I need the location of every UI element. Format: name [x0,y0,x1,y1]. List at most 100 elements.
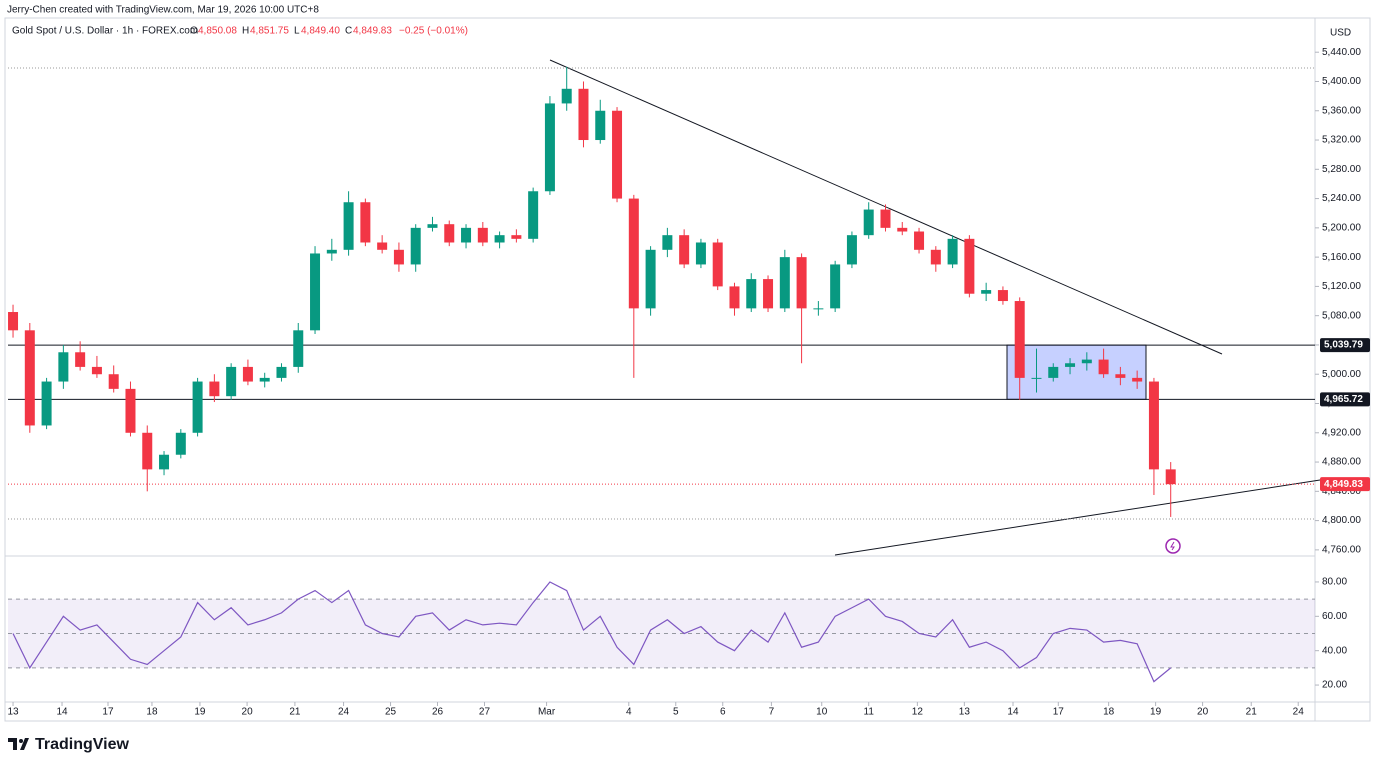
candle-body [259,377,270,382]
candle-body [209,381,220,397]
ohlc-h_label: H [242,26,249,37]
candle-body [175,432,186,455]
candle-body [410,227,421,265]
x-tick-label: 20 [1197,707,1209,718]
y-tick-label: 80.00 [1322,577,1347,588]
candle-body [914,231,925,250]
y-tick-label: 5,280.00 [1322,164,1361,175]
candle-body [377,242,388,250]
candle-body [544,103,555,192]
candle-body [628,198,639,309]
x-tick-label: 19 [1150,707,1162,718]
x-tick-label: 19 [194,707,206,718]
candle-body [846,235,857,265]
candle-body [997,290,1008,302]
ohlc-l_label: L [294,26,300,37]
candle-body [712,242,723,287]
candle-body [360,202,371,243]
level-label: 4,965.72 [1324,394,1363,405]
last-price-tag [1320,477,1370,492]
candle-body [427,224,438,228]
y-tick-label: 5,360.00 [1322,105,1361,116]
trend-line [834,479,1321,556]
level-label: 5,039.79 [1324,340,1363,351]
candle-body [343,202,354,250]
brand: TradingView [35,736,130,753]
candle-body [578,88,589,141]
x-tick-label: 12 [912,707,924,718]
candle-body [1115,374,1126,378]
candle-body [276,366,287,378]
candle-body [1065,363,1076,367]
candle-body [930,249,941,265]
candle-body [528,191,539,239]
candle-body [1014,301,1025,378]
y-tick-label: 40.00 [1322,645,1347,656]
x-tick-label: 18 [146,707,158,718]
symbol: Gold Spot / U.S. Dollar · 1h · FOREX.com [12,26,198,37]
x-tick-label: 5 [673,707,679,718]
candle-body [192,381,203,433]
candle-body [41,381,52,426]
candle-body [662,235,673,250]
candle-body [813,308,824,310]
x-tick-label: 21 [1246,707,1258,718]
ohlc-o: 4,850.08 [198,26,237,37]
x-tick-label: 17 [1053,707,1065,718]
level-tag [1320,392,1370,407]
y-tick-label: 5,120.00 [1322,281,1361,292]
candle-body [58,352,69,382]
candle-body [830,264,841,309]
candle-body [142,432,153,470]
candle-body [511,235,522,239]
x-tick-label: 14 [1007,707,1019,718]
x-tick-label: 24 [338,707,350,718]
ohlc-change: −0.25 (−0.01%) [399,26,468,37]
x-tick-label: 11 [864,707,875,718]
candle-body [880,209,891,228]
alert-icon [1165,538,1181,554]
y-tick-label: 5,440.00 [1322,47,1361,58]
candle-body [763,279,774,309]
y-tick-label: 20.00 [1322,680,1347,691]
x-tick-label: 10 [816,707,828,718]
candle-body [1165,469,1176,485]
range-box [1006,344,1147,400]
candle-body [645,249,656,309]
logo [8,738,29,750]
candle-body [125,388,136,433]
x-tick-label: 4 [626,707,632,718]
x-tick-label: 14 [56,707,68,718]
candle-body [729,286,740,309]
candle-body [981,290,992,294]
candle-body [964,238,975,294]
candle-body [159,454,170,470]
x-tick-label: 13 [7,707,19,718]
ohlc-o_label: O [190,26,198,37]
candle-body [679,235,690,265]
x-tick-label: 13 [959,707,971,718]
candle-body [310,253,321,331]
y-tick-label: 4,760.00 [1322,545,1361,556]
candle-body [561,88,572,104]
candle-body [326,249,337,254]
y-tick-label: 5,000.00 [1322,369,1361,380]
candle-body [393,249,404,265]
ohlc-h: 4,851.75 [250,26,289,37]
candle-body [1148,381,1159,470]
x-tick-label: 27 [479,707,491,718]
y-tick-label: 60.00 [1322,611,1347,622]
candle-body [779,257,790,309]
candle-body [947,238,958,265]
x-tick-label: 26 [432,707,444,718]
x-tick-label: 7 [769,707,775,718]
y-tick-label: 4,800.00 [1322,515,1361,526]
last-price-label: 4,849.83 [1324,479,1363,490]
x-tick-label: 21 [289,707,301,718]
candle-body [24,330,35,426]
y-tick-label: 5,320.00 [1322,135,1361,146]
candle-body [612,110,623,199]
credit: Jerry-Chen created with TradingView.com,… [7,5,319,16]
